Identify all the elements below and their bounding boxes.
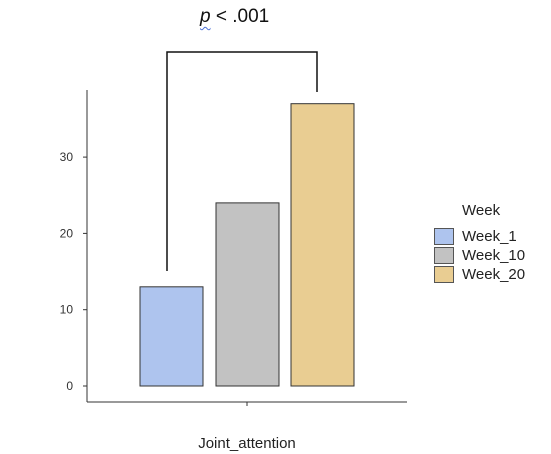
legend: Week Week_1 Week_10 Week_20: [434, 202, 525, 284]
significance-bracket: [166, 51, 318, 271]
y-ticks-group: 0 10 20 30: [60, 150, 87, 393]
y-tick-label: 10: [60, 303, 74, 317]
bar-week-10: [215, 202, 280, 387]
legend-swatch: [434, 228, 454, 245]
legend-items: Week_1 Week_10 Week_20: [434, 227, 525, 284]
legend-item-week-1: Week_1: [434, 227, 525, 246]
legend-item-week-20: Week_20: [434, 265, 525, 284]
p-symbol: p: [200, 6, 211, 27]
bar-week-20: [290, 103, 355, 387]
x-axis-label: Joint_attention: [198, 435, 296, 452]
bars-group: [139, 103, 355, 387]
legend-swatch: [434, 266, 454, 283]
legend-label: Week_10: [462, 247, 526, 264]
legend-item-week-10: Week_10: [434, 246, 525, 265]
y-tick-label: 0: [66, 379, 73, 393]
bar-week-1: [139, 286, 204, 387]
legend-swatch: [434, 247, 454, 264]
legend-label: Week_20: [462, 266, 526, 283]
legend-label: Week_1: [462, 228, 517, 245]
legend-title: Week: [462, 202, 501, 219]
significance-label: p < .001: [200, 6, 269, 28]
p-value-text: < .001: [210, 6, 270, 27]
y-tick-label: 20: [60, 226, 74, 240]
y-tick-label: 30: [60, 150, 74, 164]
